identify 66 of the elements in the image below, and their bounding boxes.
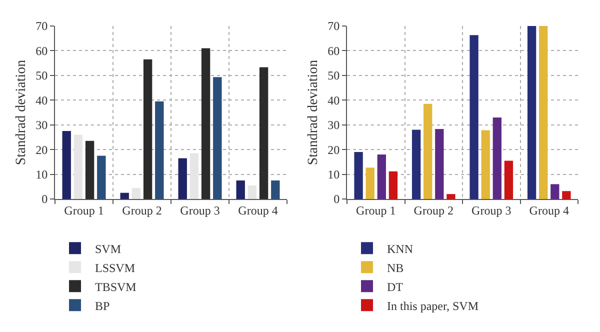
y-tick-label: 10	[328, 167, 340, 182]
y-tick-label: 30	[328, 118, 340, 132]
y-tick-label: 50	[36, 68, 48, 83]
bar	[213, 77, 222, 199]
bar	[155, 101, 164, 199]
legend-label: KNN	[387, 242, 414, 256]
bar	[470, 35, 478, 199]
y-tick-label: 20	[328, 142, 340, 157]
bar	[446, 194, 456, 199]
bar	[74, 134, 83, 199]
bar	[259, 67, 268, 199]
bar	[435, 129, 444, 199]
x-tick-label: Group 2	[414, 203, 454, 218]
bar	[388, 171, 398, 199]
y-tick-label: 40	[36, 93, 48, 108]
legend-label: TBSVM	[95, 280, 137, 294]
x-tick-label: Group 1	[356, 203, 396, 218]
x-tick-label: Group 2	[122, 203, 162, 218]
y-tick-label: 60	[36, 44, 48, 58]
bar	[504, 160, 514, 199]
x-tick-label: Group 4	[238, 203, 278, 218]
x-tick-label: Group 3	[472, 203, 512, 218]
y-tick-label: 20	[36, 142, 48, 157]
x-tick-label: Group 1	[64, 203, 104, 218]
y-tick-label: 0	[42, 192, 48, 206]
bar	[366, 168, 374, 199]
bar	[201, 48, 210, 199]
bar	[120, 192, 129, 199]
y-tick-label: 30	[36, 118, 48, 132]
y-tick-label: 70	[328, 19, 340, 34]
bar	[562, 191, 571, 199]
bar	[354, 152, 363, 199]
legend-label: SVM	[95, 242, 122, 256]
y-tick-label: 10	[36, 167, 48, 182]
bar	[271, 180, 280, 199]
legend-label: In this paper, SVM	[387, 298, 479, 313]
bar	[132, 188, 141, 199]
legend-label: LSSVM	[95, 260, 136, 275]
bar	[424, 104, 432, 199]
bar	[481, 130, 490, 199]
y-tick-label: 70	[36, 19, 48, 34]
bar	[85, 140, 94, 199]
y-tick-label: 40	[328, 93, 340, 108]
legend-label: BP	[95, 298, 110, 313]
x-tick-label: Group 4	[529, 203, 569, 218]
bar	[62, 131, 71, 199]
bar	[97, 156, 106, 199]
y-tick-label: 0	[334, 192, 340, 206]
bar	[178, 158, 187, 199]
x-tick-label: Group 3	[180, 203, 220, 218]
bar	[527, 26, 536, 199]
bar	[550, 184, 560, 199]
bar	[412, 130, 421, 199]
legend-label: DT	[387, 280, 404, 294]
y-axis-title: Standrad deviation	[306, 60, 322, 166]
y-tick-label: 50	[328, 68, 340, 83]
bar	[492, 117, 502, 199]
y-axis-title: Standrad deviation	[14, 60, 30, 166]
legend-label: NB	[387, 260, 404, 275]
bar	[236, 180, 245, 199]
bar	[190, 153, 199, 199]
bar	[248, 185, 257, 199]
bar	[143, 59, 152, 199]
bar	[539, 26, 548, 199]
bar	[377, 154, 386, 199]
y-tick-label: 60	[328, 44, 340, 58]
